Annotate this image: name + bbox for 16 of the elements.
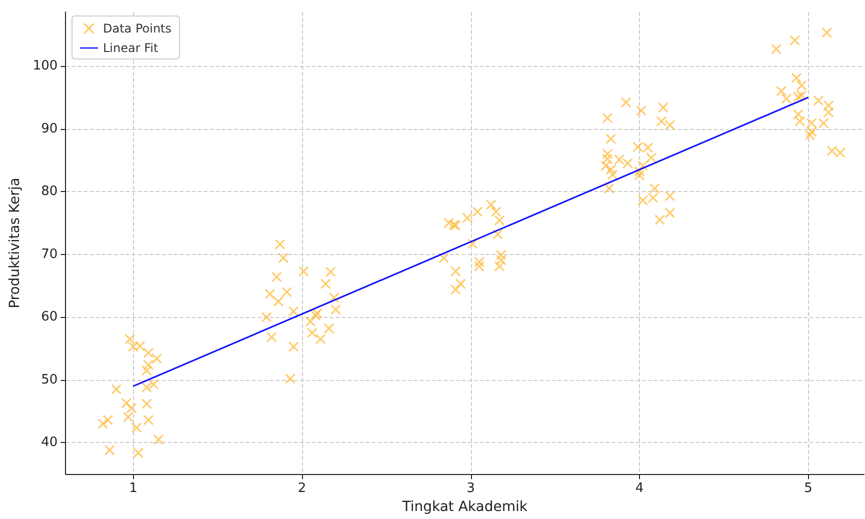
y-tick-label: 100 <box>32 58 58 74</box>
legend-label: Data Points <box>103 22 172 36</box>
x-tick-label: 1 <box>129 481 138 496</box>
y-tick-label: 80 <box>41 184 58 200</box>
y-axis-title: Produktivitas Kerja <box>7 178 23 308</box>
x-tick-label: 2 <box>298 481 306 496</box>
y-tick-label: 60 <box>41 310 58 325</box>
legend-label: Linear Fit <box>103 41 158 55</box>
x-tick-label: 3 <box>466 481 475 496</box>
x-axis-title: Tingkat Akademik <box>401 499 528 515</box>
x-tick-label: 4 <box>635 481 644 496</box>
y-tick-label: 70 <box>41 246 58 262</box>
y-tick-label: 40 <box>41 435 58 450</box>
x-tick-label: 5 <box>804 481 812 496</box>
y-tick-label: 50 <box>41 372 58 388</box>
y-tick-label: 90 <box>41 121 58 136</box>
